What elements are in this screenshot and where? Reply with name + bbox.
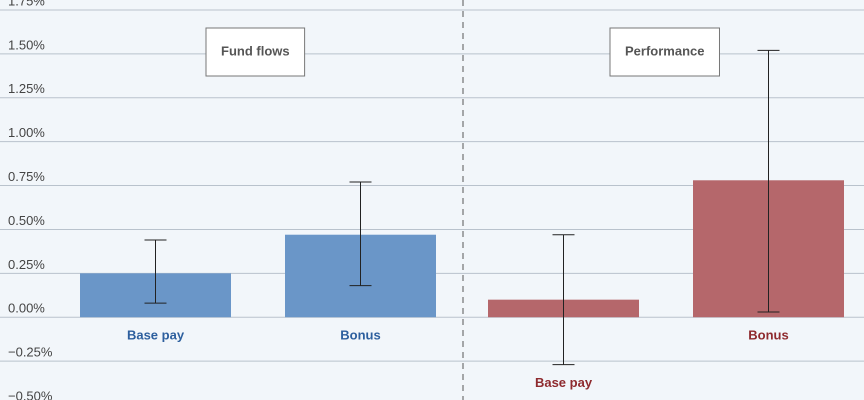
category-label: Base pay <box>127 328 185 343</box>
error-bar <box>349 181 372 287</box>
y-tick-label: 1.50% <box>8 37 45 52</box>
panel-title: Fund flows <box>221 43 290 58</box>
category-label: Bonus <box>748 328 788 343</box>
y-tick-label: 1.75% <box>8 0 45 8</box>
y-tick-label: 0.50% <box>8 213 45 228</box>
panel-title-box: Performance <box>609 27 720 77</box>
y-tick-label: 1.25% <box>8 81 45 96</box>
panel-title-frame <box>609 27 720 77</box>
category-label: Base pay <box>535 375 593 390</box>
y-tick-label: 0.00% <box>8 301 45 316</box>
panel-title-box: Fund flows <box>205 27 306 77</box>
error-bar <box>144 239 167 304</box>
panel-title: Performance <box>625 43 704 58</box>
y-tick-label: 0.75% <box>8 169 45 184</box>
error-bar <box>757 49 780 313</box>
panel-title-frame <box>205 27 306 77</box>
category-label: Bonus <box>340 328 380 343</box>
y-tick-label: −0.50% <box>8 388 53 400</box>
y-tick-label: 0.25% <box>8 257 45 272</box>
y-tick-label: 1.00% <box>8 125 45 140</box>
error-bar <box>552 234 575 366</box>
y-tick-label: −0.25% <box>8 345 53 360</box>
